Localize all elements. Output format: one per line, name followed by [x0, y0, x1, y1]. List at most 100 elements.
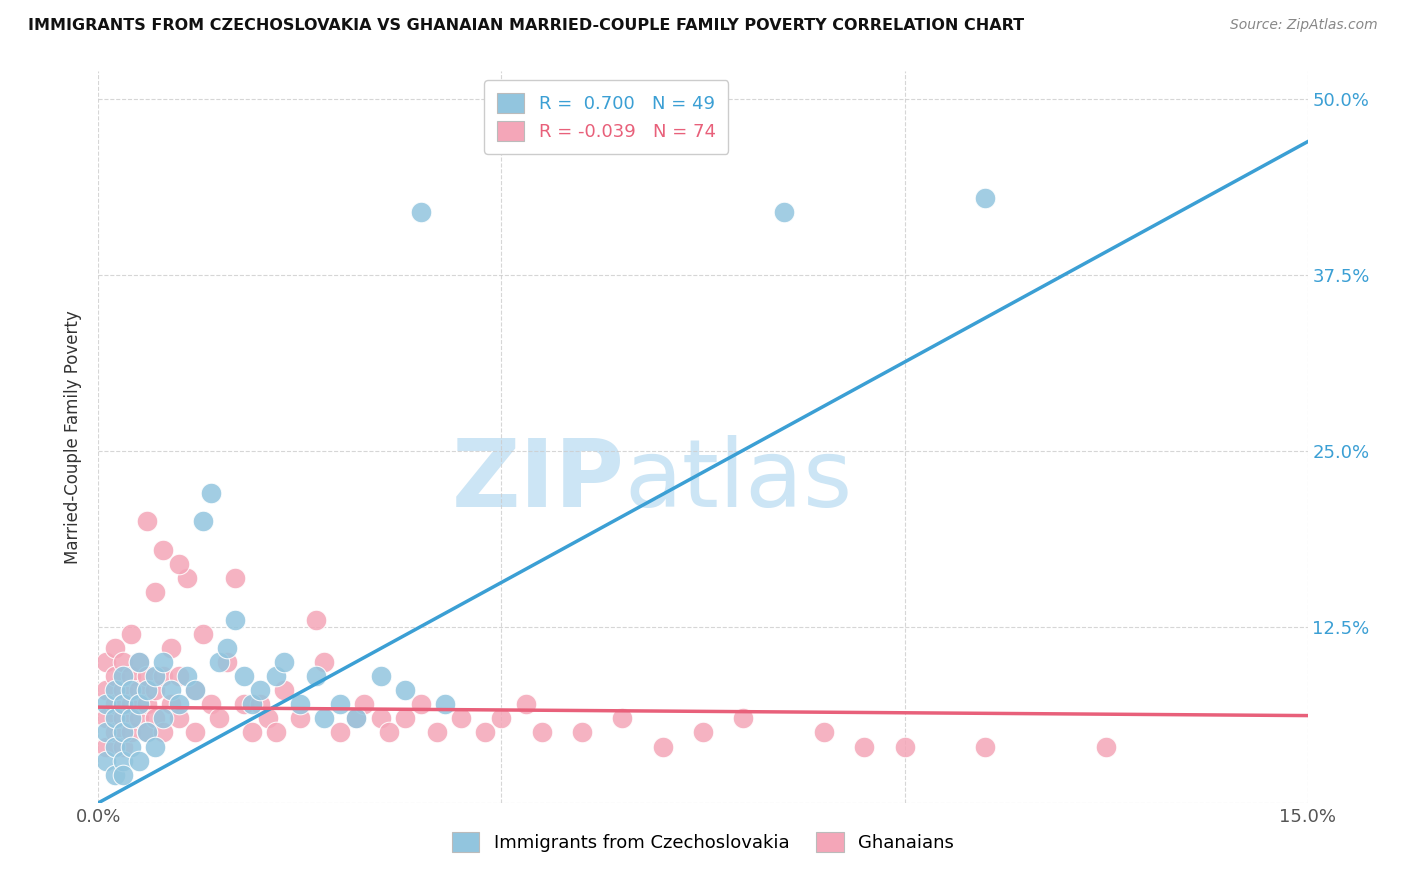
Point: [409, 205, 432, 219]
Point: [240, 725, 263, 739]
Point: [103, 767, 125, 781]
Point: [143, 584, 166, 599]
Point: [176, 669, 198, 683]
Point: [530, 725, 553, 739]
Point: [152, 542, 174, 557]
Point: [377, 725, 399, 739]
Point: [103, 683, 125, 698]
Point: [200, 698, 222, 712]
Point: [152, 655, 174, 669]
Point: [160, 698, 183, 712]
Point: [96, 683, 118, 698]
Point: [571, 725, 593, 739]
Point: [450, 711, 472, 725]
Point: [135, 683, 157, 698]
Point: [273, 655, 295, 669]
Point: [344, 711, 367, 725]
Point: [143, 683, 166, 698]
Point: [96, 698, 118, 712]
Point: [426, 725, 449, 739]
Point: [120, 739, 142, 754]
Point: [135, 515, 157, 529]
Point: [329, 698, 352, 712]
Point: [232, 669, 254, 683]
Point: [217, 641, 239, 656]
Point: [152, 711, 174, 725]
Point: [370, 669, 392, 683]
Point: [813, 725, 835, 739]
Point: [409, 698, 432, 712]
Text: atlas: atlas: [624, 435, 852, 527]
Point: [224, 613, 246, 627]
Point: [167, 669, 190, 683]
Point: [344, 711, 367, 725]
Point: [135, 725, 157, 739]
Point: [240, 698, 263, 712]
Point: [135, 725, 157, 739]
Point: [111, 698, 134, 712]
Point: [264, 725, 287, 739]
Point: [208, 711, 231, 725]
Point: [176, 571, 198, 585]
Text: Source: ZipAtlas.com: Source: ZipAtlas.com: [1230, 18, 1378, 32]
Point: [184, 683, 207, 698]
Point: [111, 754, 134, 768]
Point: [329, 725, 352, 739]
Point: [184, 725, 207, 739]
Point: [217, 655, 239, 669]
Point: [353, 698, 375, 712]
Point: [651, 739, 673, 754]
Point: [256, 711, 278, 725]
Point: [249, 683, 271, 698]
Y-axis label: Married-Couple Family Poverty: Married-Couple Family Poverty: [65, 310, 83, 564]
Point: [120, 698, 142, 712]
Point: [111, 655, 134, 669]
Point: [160, 683, 183, 698]
Point: [143, 739, 166, 754]
Point: [143, 669, 166, 683]
Point: [135, 669, 157, 683]
Point: [370, 711, 392, 725]
Point: [305, 613, 328, 627]
Point: [273, 683, 295, 698]
Point: [314, 711, 336, 725]
Point: [120, 711, 142, 725]
Point: [692, 725, 714, 739]
Point: [103, 698, 125, 712]
Point: [96, 739, 118, 754]
Point: [193, 515, 215, 529]
Point: [200, 486, 222, 500]
Point: [103, 641, 125, 656]
Point: [184, 683, 207, 698]
Point: [853, 739, 876, 754]
Point: [208, 655, 231, 669]
Point: [167, 711, 190, 725]
Point: [305, 669, 328, 683]
Point: [152, 669, 174, 683]
Point: [434, 698, 457, 712]
Point: [1095, 739, 1118, 754]
Point: [111, 767, 134, 781]
Point: [135, 698, 157, 712]
Point: [96, 711, 118, 725]
Legend: Immigrants from Czechoslovakia, Ghanaians: Immigrants from Czechoslovakia, Ghanaian…: [444, 825, 962, 860]
Point: [111, 711, 134, 725]
Point: [612, 711, 634, 725]
Point: [152, 725, 174, 739]
Point: [264, 669, 287, 683]
Point: [111, 725, 134, 739]
Text: IMMIGRANTS FROM CZECHOSLOVAKIA VS GHANAIAN MARRIED-COUPLE FAMILY POVERTY CORRELA: IMMIGRANTS FROM CZECHOSLOVAKIA VS GHANAI…: [28, 18, 1024, 33]
Point: [128, 683, 150, 698]
Point: [515, 698, 537, 712]
Point: [120, 725, 142, 739]
Text: ZIP: ZIP: [451, 435, 624, 527]
Point: [128, 655, 150, 669]
Point: [143, 711, 166, 725]
Point: [128, 698, 150, 712]
Point: [120, 627, 142, 641]
Point: [167, 557, 190, 571]
Point: [103, 725, 125, 739]
Point: [167, 698, 190, 712]
Point: [394, 711, 416, 725]
Point: [474, 725, 496, 739]
